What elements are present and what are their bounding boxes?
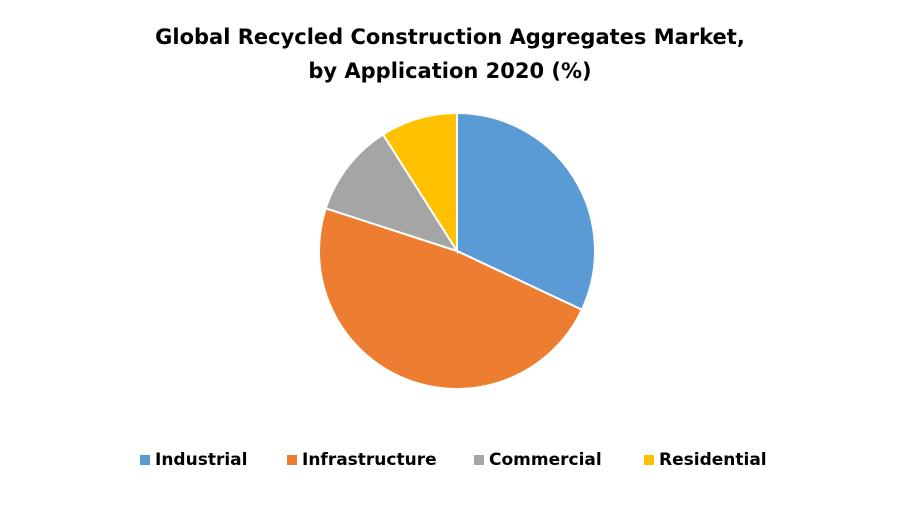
chart-subtitle: by Application 2020 (%) [308,59,591,83]
pie-slice [324,133,460,253]
pie-slice [381,111,458,255]
legend-label: Infrastructure [302,450,437,470]
legend-label: Commercial [489,450,602,470]
chart-title: Global Recycled Construction Aggregates … [155,25,745,49]
legend-swatch [644,455,654,465]
legend-label: Residential [659,450,767,470]
legend-swatch [287,455,297,465]
pie-slice [456,111,596,312]
legend-swatch [140,455,150,465]
legend-label: Industrial [155,450,247,470]
legend-swatch [474,455,484,465]
pie-slice [318,207,584,390]
